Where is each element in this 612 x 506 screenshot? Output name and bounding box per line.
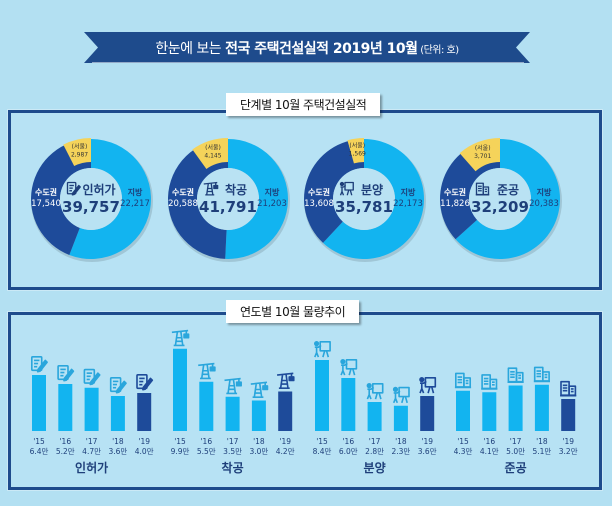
page-title: 한눈에 보는 전국 주택건설실적 2019년 10월 (단위: 호) [84, 38, 530, 58]
title-main: 전국 주택건설실적 2019년 10월 [225, 41, 418, 57]
yearly-trend-panel [8, 312, 602, 490]
banner-ribbon-shape [84, 32, 530, 63]
stage-results-panel [8, 110, 602, 290]
title-banner: 한눈에 보는 전국 주택건설실적 2019년 10월 (단위: 호) [84, 32, 530, 63]
title-prefix: 한눈에 보는 [155, 41, 226, 57]
yearly-trend-label: 연도별 10월 물량추이 [226, 300, 360, 323]
stage-results-label: 단계별 10월 주택건설실적 [226, 93, 381, 116]
title-unit: (단위: 호) [417, 45, 459, 56]
